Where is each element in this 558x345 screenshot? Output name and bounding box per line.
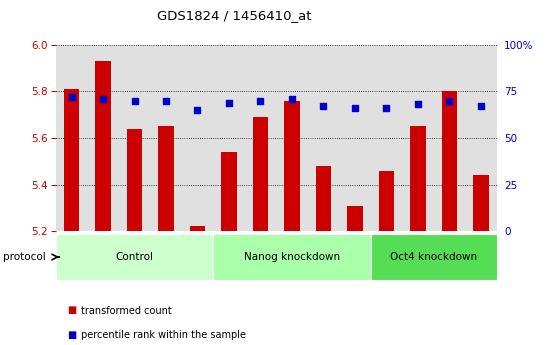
Bar [245,45,276,231]
Bar [402,45,434,231]
Text: protocol: protocol [3,252,46,262]
Point [350,106,359,111]
Bar [276,45,307,231]
Bar [316,166,331,231]
Point [224,100,233,105]
Text: Control: Control [116,252,153,262]
Bar [119,45,150,231]
FancyBboxPatch shape [213,234,371,280]
Point [256,98,265,104]
Text: Nanog knockdown: Nanog knockdown [244,252,340,262]
Bar [284,101,300,231]
FancyBboxPatch shape [56,234,213,280]
Bar [465,45,497,231]
Text: Oct4 knockdown: Oct4 knockdown [390,252,477,262]
Point [382,106,391,111]
Point [445,98,454,104]
Bar [378,171,395,231]
Point [99,96,108,102]
Bar [95,61,111,231]
Bar [127,129,142,231]
Point [477,104,485,109]
Text: ■: ■ [67,330,76,339]
Bar [182,45,213,231]
Bar [87,45,119,231]
Point [67,94,76,100]
Point [162,98,171,104]
Text: transformed count: transformed count [81,306,172,315]
Bar [307,45,339,231]
Bar [473,175,489,231]
Bar [213,45,245,231]
Point [413,102,422,107]
Bar [410,126,426,231]
Bar [64,89,79,231]
Bar [150,45,182,231]
FancyBboxPatch shape [371,234,497,280]
Point [319,104,328,109]
Bar [190,227,205,231]
Point [287,96,296,102]
Bar [339,45,371,231]
Point [130,98,139,104]
Bar [221,152,237,231]
Text: percentile rank within the sample: percentile rank within the sample [81,330,246,339]
Point [193,107,202,113]
Bar [56,45,87,231]
Bar [253,117,268,231]
Bar [441,91,457,231]
Bar [158,126,174,231]
Bar [347,206,363,231]
Bar [371,45,402,231]
Text: ■: ■ [67,306,76,315]
Text: GDS1824 / 1456410_at: GDS1824 / 1456410_at [157,9,311,22]
Bar [434,45,465,231]
